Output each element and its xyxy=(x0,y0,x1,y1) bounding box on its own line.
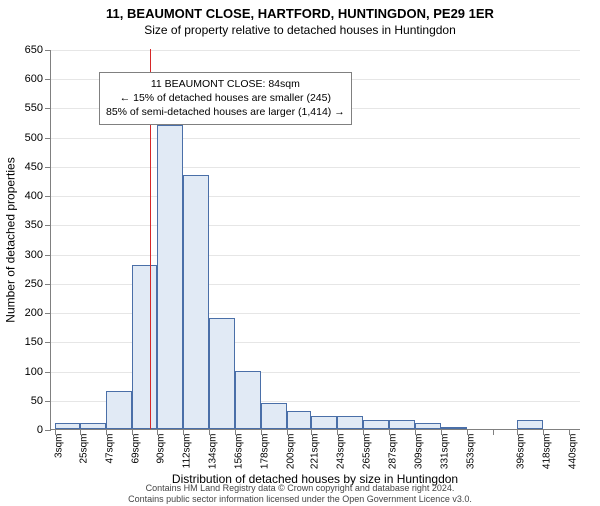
histogram-bar xyxy=(311,416,337,429)
x-tick-label: 418sqm xyxy=(542,434,553,470)
title-sub: Size of property relative to detached ho… xyxy=(0,23,600,37)
annotation-box: 11 BEAUMONT CLOSE: 84sqm ← 15% of detach… xyxy=(99,72,352,125)
y-tick-label: 400 xyxy=(11,190,43,202)
y-tick-label: 100 xyxy=(11,366,43,378)
x-tick-label: 440sqm xyxy=(568,434,579,470)
y-tick-label: 50 xyxy=(11,395,43,407)
x-tick-label: 90sqm xyxy=(156,434,167,464)
histogram-bar xyxy=(389,420,415,429)
x-tick-label: 134sqm xyxy=(207,434,218,470)
histogram-bar xyxy=(55,423,81,429)
x-tick-label: 396sqm xyxy=(516,434,527,470)
x-tick-label: 178sqm xyxy=(259,434,270,470)
y-tick-label: 550 xyxy=(11,102,43,114)
x-tick-label: 353sqm xyxy=(465,434,476,470)
annotation-line-3: 85% of semi-detached houses are larger (… xyxy=(106,105,345,119)
x-tick-label: 331sqm xyxy=(439,434,450,470)
x-tick-label: 243sqm xyxy=(336,434,347,470)
x-tick-label: 3sqm xyxy=(53,434,64,458)
x-tick-label: 200sqm xyxy=(285,434,296,470)
x-tick-label: 265sqm xyxy=(362,434,373,470)
y-tick xyxy=(45,430,51,431)
y-tick-label: 500 xyxy=(11,132,43,144)
histogram-bar xyxy=(363,420,389,429)
x-tick-label: 156sqm xyxy=(233,434,244,470)
gridline xyxy=(51,225,580,226)
gridline xyxy=(51,284,580,285)
gridline xyxy=(51,196,580,197)
footer-attribution: Contains HM Land Registry data © Crown c… xyxy=(0,483,600,504)
gridline xyxy=(51,167,580,168)
y-tick xyxy=(45,313,51,314)
y-tick-label: 250 xyxy=(11,278,43,290)
y-tick xyxy=(45,225,51,226)
gridline xyxy=(51,50,580,51)
plot-area: 0501001502002503003504004505005506006503… xyxy=(50,50,580,430)
y-tick-label: 600 xyxy=(11,73,43,85)
y-tick xyxy=(45,50,51,51)
y-tick xyxy=(45,108,51,109)
y-tick xyxy=(45,401,51,402)
footer-line-2: Contains public sector information licen… xyxy=(0,494,600,504)
y-tick xyxy=(45,167,51,168)
y-tick-label: 300 xyxy=(11,249,43,261)
y-tick-label: 350 xyxy=(11,219,43,231)
histogram-bar xyxy=(287,411,312,429)
annotation-line-1: 11 BEAUMONT CLOSE: 84sqm xyxy=(106,77,345,91)
y-tick xyxy=(45,284,51,285)
y-tick xyxy=(45,372,51,373)
gridline xyxy=(51,313,580,314)
x-tick xyxy=(493,429,494,435)
gridline xyxy=(51,138,580,139)
y-tick-label: 0 xyxy=(11,424,43,436)
y-tick-label: 200 xyxy=(11,307,43,319)
gridline xyxy=(51,255,580,256)
x-tick-label: 69sqm xyxy=(131,434,142,464)
histogram-bar xyxy=(106,391,132,429)
title-main: 11, BEAUMONT CLOSE, HARTFORD, HUNTINGDON… xyxy=(0,6,600,21)
x-tick-label: 47sqm xyxy=(105,434,116,464)
x-tick-label: 309sqm xyxy=(413,434,424,470)
histogram-bar xyxy=(337,416,363,429)
histogram-bar xyxy=(132,265,157,429)
histogram-bar xyxy=(517,420,543,429)
y-tick-label: 150 xyxy=(11,336,43,348)
footer-line-1: Contains HM Land Registry data © Crown c… xyxy=(0,483,600,493)
y-tick xyxy=(45,138,51,139)
chart-area: 0501001502002503003504004505005506006503… xyxy=(50,50,580,430)
histogram-bar xyxy=(415,423,441,429)
y-tick-label: 650 xyxy=(11,44,43,56)
histogram-bar xyxy=(157,125,183,429)
gridline xyxy=(51,372,580,373)
y-tick xyxy=(45,342,51,343)
histogram-bar xyxy=(183,175,209,429)
x-tick-label: 287sqm xyxy=(388,434,399,470)
histogram-bar xyxy=(261,403,287,429)
histogram-bar xyxy=(235,371,261,429)
y-tick xyxy=(45,196,51,197)
x-tick-label: 25sqm xyxy=(79,434,90,464)
x-tick-label: 221sqm xyxy=(310,434,321,470)
histogram-bar xyxy=(441,427,467,429)
histogram-bar xyxy=(209,318,235,429)
gridline xyxy=(51,342,580,343)
y-tick xyxy=(45,79,51,80)
y-tick-label: 450 xyxy=(11,161,43,173)
y-tick xyxy=(45,255,51,256)
histogram-bar xyxy=(80,423,106,429)
x-tick-label: 112sqm xyxy=(181,434,192,469)
annotation-line-2: ← 15% of detached houses are smaller (24… xyxy=(106,91,345,105)
